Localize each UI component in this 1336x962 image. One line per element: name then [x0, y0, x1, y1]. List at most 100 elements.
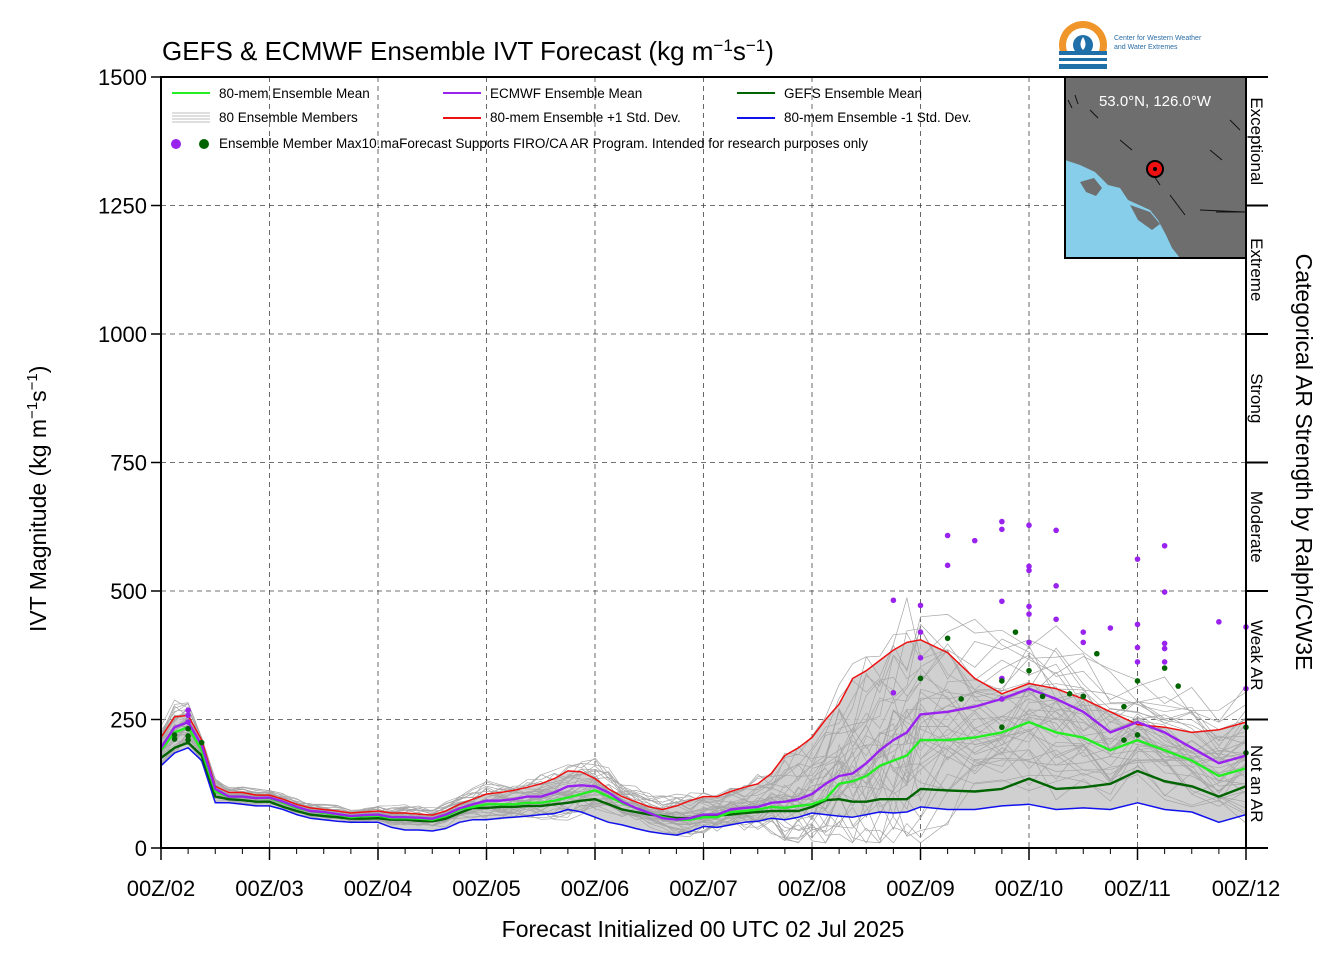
inset-frame [1064, 76, 1247, 259]
ecmwf-max-point [185, 712, 191, 719]
gefs-max-point [1012, 629, 1019, 635]
cw3e-logo: Center for Western Weather and Water Ext… [1059, 21, 1202, 69]
ecmwf-max-point [1216, 619, 1222, 625]
gefs-max-point [198, 739, 205, 746]
ecmwf-max-point [1134, 659, 1141, 665]
y-tick-label: 0 [135, 836, 147, 861]
x-tick-label: 00Z/04 [344, 876, 413, 901]
ecmwf-max-point [1107, 625, 1114, 631]
ecmwf-max-point [971, 537, 978, 544]
x-tick-label: 00Z/05 [452, 876, 521, 901]
gefs-max-point [1134, 732, 1141, 738]
legend-dot-gefs-max [199, 139, 209, 149]
location-inset-map: 53.0°N, 126.0°W [1064, 76, 1247, 259]
ecmwf-max-point [1161, 589, 1168, 595]
category-label: Strong [1247, 373, 1266, 423]
ecmwf-max-point [1053, 583, 1059, 589]
gefs-max-point [1175, 683, 1181, 689]
chart-title: GEFS & ECMWF Ensemble IVT Forecast (kg m… [162, 36, 774, 66]
ensemble-member-line [160, 645, 1247, 815]
gefs-max-point [1026, 667, 1032, 674]
ensemble-member-line [160, 623, 1247, 815]
y-axis: 0 250 500 750 1000 1250 1500 [98, 65, 161, 861]
series-line-2 [160, 741, 1247, 823]
x-tick-label: 00Z/02 [127, 876, 196, 901]
gefs-max-point [185, 733, 191, 739]
ecmwf-max-point [1026, 603, 1032, 610]
gefs-max-point [1066, 691, 1073, 697]
gefs-max-point [1094, 650, 1100, 657]
x-tick-label: 00Z/08 [778, 876, 847, 901]
legend-label-ecmwf: ECMWF Ensemble Mean [490, 86, 642, 101]
std-dev-band [161, 639, 1246, 836]
ecmwf-max-point [185, 719, 191, 725]
legend-label-gefs: GEFS Ensemble Mean [784, 86, 922, 101]
x-tick-label: 00Z/11 [1104, 876, 1171, 901]
y-axis-label: IVT Magnitude (kg m−1s−1) [24, 366, 51, 632]
ecmwf-max-point [999, 598, 1005, 605]
member-max-points [171, 518, 1249, 756]
legend-swatch-members [172, 112, 210, 123]
ecmwf-max-point [890, 597, 897, 604]
ecmwf-max-point [1134, 556, 1141, 562]
ecmwf-max-point [1161, 659, 1168, 665]
category-label: Moderate [1247, 491, 1266, 563]
series-line-4 [160, 747, 1247, 836]
x-tick-label: 00Z/09 [886, 876, 955, 901]
legend-dot-ecmwf-max [171, 139, 181, 149]
x-tick-label: 00Z/06 [561, 876, 630, 901]
x-tick-label: 00Z/07 [669, 876, 738, 901]
ecmwf-max-point [1026, 563, 1032, 570]
ecmwf-max-point [1080, 639, 1087, 646]
category-label: Not an AR [1247, 745, 1266, 823]
category-label: Exceptional [1247, 97, 1266, 185]
gefs-max-point [999, 724, 1005, 731]
x-tick-label: 00Z/10 [995, 876, 1064, 901]
legend-label-members: 80 Ensemble Members [219, 110, 358, 125]
logo-text-line2: and Water Extremes [1114, 44, 1178, 51]
ecmwf-max-point [999, 696, 1005, 702]
ecmwf-max-point [917, 629, 924, 635]
ecmwf-max-point [890, 689, 897, 696]
y-tick-label: 1250 [98, 194, 147, 219]
ecmwf-max-point [1134, 621, 1141, 628]
y-tick-label: 750 [110, 451, 147, 476]
ecmwf-max-point [1080, 629, 1087, 635]
ecmwf-max-point [1161, 645, 1168, 652]
legend-label-plus: 80-mem Ensemble +1 Std. Dev. [490, 110, 681, 125]
ecmwf-max-point [1026, 567, 1032, 574]
y-tick-label: 500 [110, 579, 147, 604]
ecmwf-max-point [1026, 611, 1032, 617]
category-label: Weak AR [1247, 620, 1266, 691]
gefs-max-point [171, 732, 178, 738]
gefs-max-point [185, 725, 191, 732]
gefs-max-point [1161, 665, 1168, 671]
ecmwf-max-point [917, 602, 924, 609]
ecmwf-max-point [1053, 527, 1059, 534]
ecmwf-max-point [1026, 639, 1032, 646]
gefs-max-point [1080, 693, 1087, 700]
ecmwf-max-point [1026, 522, 1032, 529]
legend: 80-mem Ensemble Mean 80 Ensemble Members… [171, 86, 971, 151]
logo-text-line1: Center for Western Weather [1114, 35, 1202, 42]
y-tick-label: 1000 [98, 322, 147, 347]
ecmwf-max-point [1053, 616, 1059, 623]
gefs-max-point [958, 696, 964, 702]
gefs-max-point [999, 678, 1005, 684]
ecmwf-max-point [1161, 542, 1168, 549]
gefs-max-point [917, 675, 924, 682]
ecmwf-max-point [1134, 644, 1141, 651]
gefs-max-point [185, 737, 191, 743]
legend-label-minus: 80-mem Ensemble -1 Std. Dev. [784, 110, 971, 125]
gefs-max-point [1121, 703, 1127, 710]
gefs-max-point [1134, 678, 1141, 684]
y-tick-label: 250 [110, 708, 147, 733]
ensemble-member-line [160, 628, 1247, 813]
y-tick-label: 1500 [98, 65, 147, 90]
ecmwf-max-point [944, 562, 951, 569]
ecmwf-max-point [944, 532, 951, 539]
ecmwf-max-point [999, 526, 1005, 533]
inset-location-label: 53.0°N, 126.0°W [1099, 93, 1212, 110]
gefs-max-point [1039, 693, 1046, 700]
